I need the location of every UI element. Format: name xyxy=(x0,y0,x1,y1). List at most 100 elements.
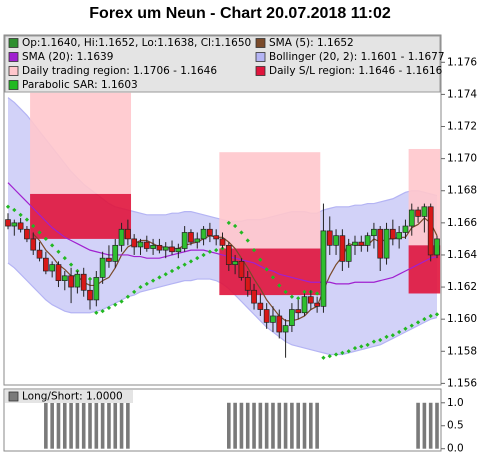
candle-body xyxy=(99,257,106,278)
bar xyxy=(56,402,61,449)
stop-loss-region xyxy=(30,193,132,239)
legend-label: SMA (20): 1.1639 xyxy=(22,51,113,63)
legend-swatch xyxy=(255,66,266,76)
sar-dot xyxy=(428,313,433,319)
y-tick-label: 1.162 xyxy=(447,281,477,293)
sar-dot xyxy=(378,337,383,343)
y-tick-label: 1.176 xyxy=(447,56,477,68)
bar xyxy=(252,402,256,449)
candle-body xyxy=(213,235,220,240)
candle-body xyxy=(150,244,156,249)
candle-body xyxy=(257,302,264,310)
sar-dot xyxy=(397,329,402,335)
y-tick-label: 1.170 xyxy=(447,153,477,165)
candle-body xyxy=(225,244,232,265)
bar xyxy=(264,402,269,449)
sar-dot xyxy=(56,249,61,254)
candle-body xyxy=(244,277,251,291)
sar-dot xyxy=(434,312,440,317)
candle-body xyxy=(371,228,377,237)
legend-swatch xyxy=(255,52,266,62)
candle-body xyxy=(112,244,119,262)
chart-title: Forex um Neun - Chart 20.07.2018 11:02 xyxy=(89,5,391,22)
legend-swatch xyxy=(8,52,19,62)
candle-body xyxy=(30,238,37,251)
legend-swatch xyxy=(8,391,19,402)
candle-body xyxy=(169,246,175,253)
bar xyxy=(88,402,92,449)
y-tick-label: 1.0 xyxy=(447,397,464,409)
candle-body xyxy=(93,277,100,301)
candle-body xyxy=(251,289,257,304)
candle-body xyxy=(162,246,169,251)
y-tick-label: 1.156 xyxy=(447,377,477,389)
bar xyxy=(239,402,244,449)
bar xyxy=(309,402,313,449)
legend-label: Long/Short: 1.0000 xyxy=(22,391,123,403)
sar-dot xyxy=(176,265,181,270)
bar xyxy=(296,402,301,449)
candle-body xyxy=(383,228,390,259)
sar-dot xyxy=(43,236,48,242)
candle-body xyxy=(68,275,74,288)
legend-label: Bollinger (20, 2): 1.1601 - 1.1677 xyxy=(269,51,445,63)
bar xyxy=(126,402,130,449)
candle-body xyxy=(320,230,327,307)
legend-swatch xyxy=(8,80,19,90)
sar-dot xyxy=(371,339,377,344)
candle-body xyxy=(333,235,339,246)
sar-dot xyxy=(327,353,332,359)
sar-dot xyxy=(157,275,162,280)
sar-dot xyxy=(144,281,149,286)
candle-body xyxy=(307,296,314,304)
candle-body xyxy=(364,235,371,246)
sar-dot xyxy=(258,257,263,262)
sar-dot xyxy=(283,289,288,295)
candle-body xyxy=(74,273,81,288)
sar-dot xyxy=(352,345,358,351)
sar-dot xyxy=(150,278,156,283)
bar xyxy=(62,402,67,449)
sar-dot xyxy=(245,238,250,243)
sar-dot xyxy=(264,267,269,272)
legend-label: Parabolic SAR: 1.1603 xyxy=(22,79,138,91)
sar-dot xyxy=(346,349,351,354)
bar xyxy=(283,402,288,449)
candle-body xyxy=(24,228,30,240)
sar-dot xyxy=(409,323,414,328)
candle-body xyxy=(427,206,434,256)
bar xyxy=(277,402,282,449)
y-tick-label: 1.172 xyxy=(447,121,477,133)
candle-body xyxy=(11,222,18,227)
bar xyxy=(113,402,118,449)
candle-body xyxy=(137,241,144,248)
candle-body xyxy=(188,232,194,243)
bar xyxy=(107,402,111,449)
candle-body xyxy=(194,238,201,243)
bar xyxy=(428,402,433,449)
sar-dot xyxy=(201,252,206,258)
sar-dot xyxy=(37,230,42,235)
candle-body xyxy=(326,230,333,246)
legend-label: Daily trading region: 1.1706 - 1.1646 xyxy=(22,65,217,77)
sar-dot xyxy=(270,275,276,280)
legend-swatch xyxy=(8,38,19,48)
candle-body xyxy=(200,228,207,240)
bar xyxy=(69,402,73,449)
bar xyxy=(94,402,99,449)
sar-dot xyxy=(163,272,168,277)
candle-body xyxy=(156,244,163,251)
indicator-line xyxy=(7,182,438,285)
sar-dot xyxy=(289,294,295,299)
bar xyxy=(119,402,124,449)
bar xyxy=(258,402,263,449)
candle-body xyxy=(402,225,409,233)
stop-loss-region xyxy=(219,248,321,296)
candle-body xyxy=(345,244,352,262)
sar-dot xyxy=(390,333,395,338)
bar xyxy=(75,402,80,449)
sar-dot xyxy=(422,317,427,322)
candle-body xyxy=(434,238,440,256)
candle-body xyxy=(282,325,289,333)
legend-box xyxy=(4,35,441,93)
